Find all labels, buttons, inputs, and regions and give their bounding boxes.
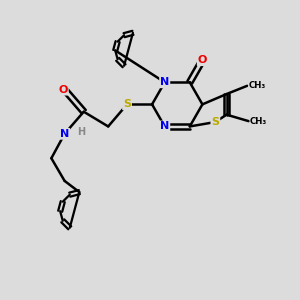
Text: N: N <box>60 129 69 139</box>
Text: N: N <box>160 122 169 131</box>
Text: CH₃: CH₃ <box>250 117 267 126</box>
Text: S: S <box>212 117 219 127</box>
Text: S: S <box>123 99 131 110</box>
Text: CH₃: CH₃ <box>249 81 266 90</box>
Text: N: N <box>160 77 169 87</box>
Text: O: O <box>58 85 68 94</box>
Text: H: H <box>77 127 85 137</box>
Text: O: O <box>198 55 207 65</box>
